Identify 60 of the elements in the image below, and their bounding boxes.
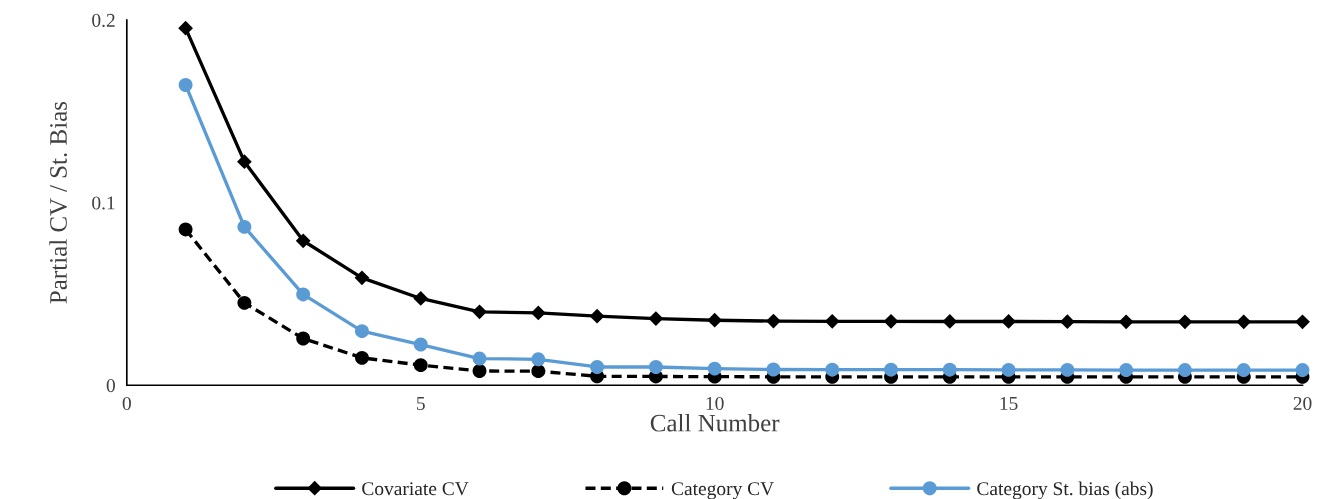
point [178,222,193,237]
point [355,324,369,339]
point [413,337,428,352]
point [531,352,546,367]
legend-label: Covariate CV [362,482,469,496]
y-tick-label: 0 [106,379,115,393]
x-tick-label: 0 [122,396,131,411]
point [531,364,546,379]
point [942,314,958,329]
point [1001,362,1016,377]
point [1119,363,1134,378]
point [883,313,899,329]
point [472,364,487,378]
legend-label: Category St. bias (abs) [977,481,1153,499]
point [530,305,546,321]
point [178,20,193,36]
point [1177,314,1193,330]
point [355,350,369,365]
point [413,291,429,306]
x-tick-label: 20 [1293,396,1312,411]
point [766,313,781,329]
point [296,331,311,346]
point [472,304,487,320]
point [1295,314,1310,330]
point [354,270,370,286]
y-axis-title: Partial CV / St. Bias [49,101,68,304]
point [766,362,781,377]
point [1236,314,1252,330]
point [1236,363,1251,378]
point [942,362,957,377]
point [1118,314,1134,330]
point [648,360,663,374]
point [295,233,311,249]
point [1060,314,1075,330]
point [237,154,252,170]
point [1060,362,1075,377]
x-tick-label: 10 [706,396,724,411]
point [707,312,723,328]
point [884,362,898,377]
point [178,78,193,92]
point [237,219,252,234]
y-tick-label: 0.2 [92,13,115,27]
legend-label: Category CV [671,482,774,499]
point [707,361,722,376]
point [589,308,605,324]
point [296,287,311,302]
point [1295,363,1310,378]
point [1001,314,1016,329]
point [825,362,840,377]
x-axis-title: Call Number [650,413,780,432]
point [648,311,664,326]
point [590,360,605,374]
point [1177,363,1192,378]
x-tick-label: 15 [1000,397,1018,411]
y-tick-label: 0.1 [92,196,115,210]
x-tick-label: 5 [417,397,425,411]
point [472,351,487,366]
point [824,313,840,329]
point [413,358,428,373]
point [237,295,252,310]
